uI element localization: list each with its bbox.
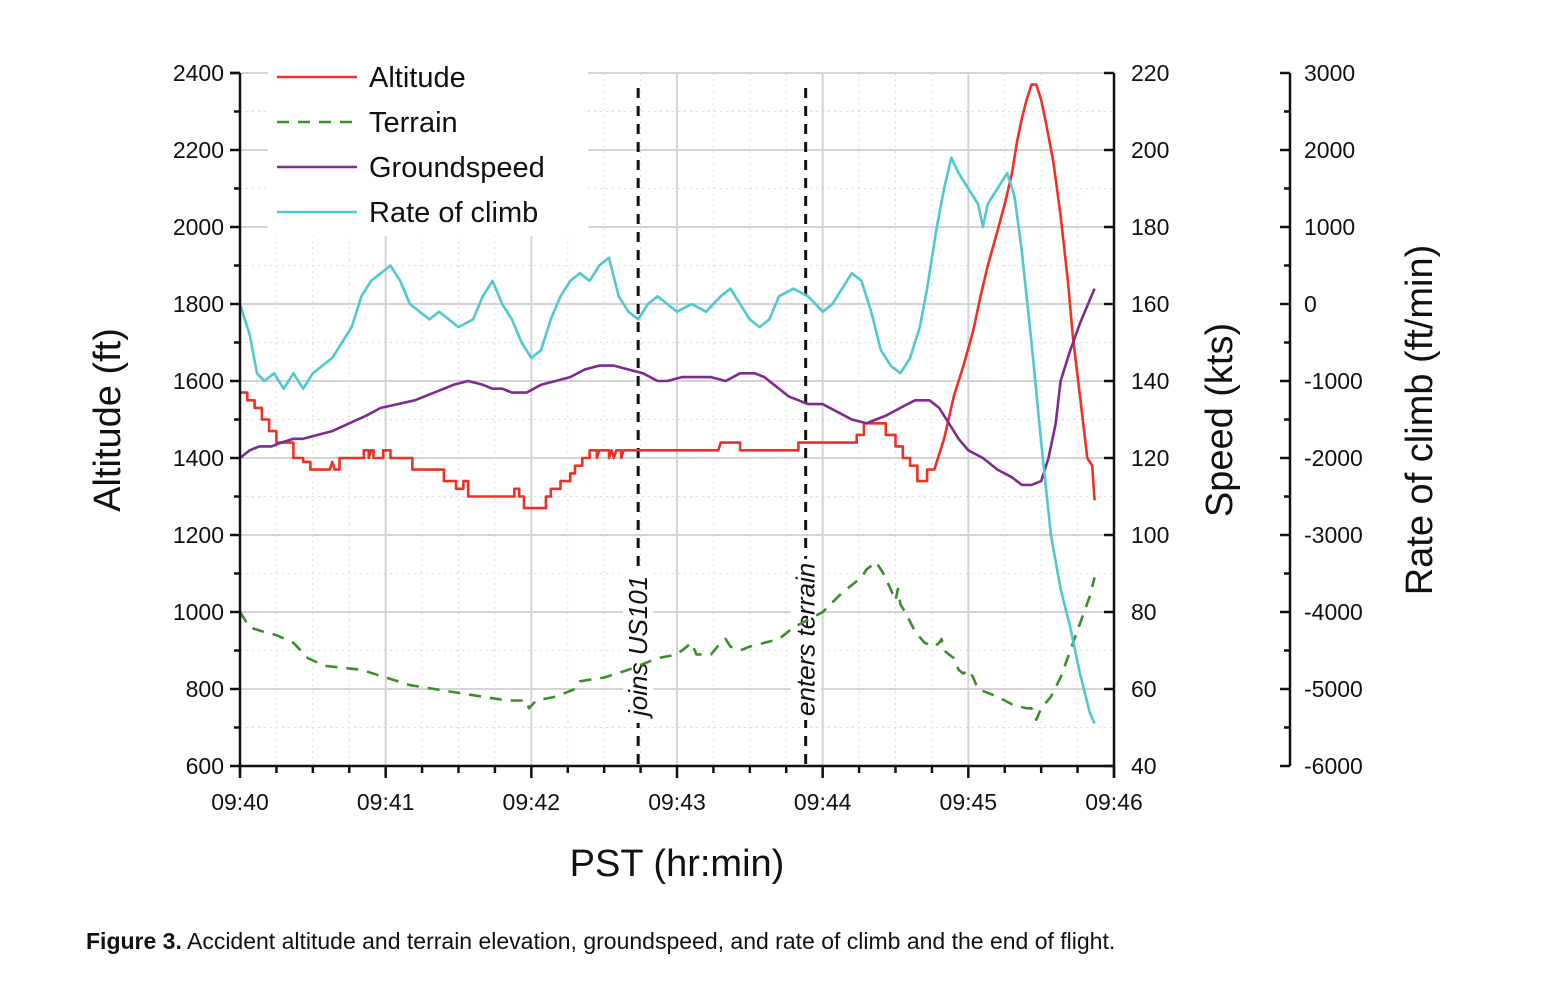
series-layer [238, 83, 1096, 725]
x-tick-label: 09:40 [211, 789, 269, 815]
axes: 6008001000120014001600180020002200240009… [173, 60, 1363, 815]
y-tick-label-left: 1200 [173, 522, 224, 548]
y-tick-label-speed: 60 [1131, 676, 1157, 702]
y-tick-label-left: 800 [186, 676, 224, 702]
annotation-label: enters terrain [791, 563, 821, 716]
figure-caption: Figure 3. Accident altitude and terrain … [86, 928, 1115, 955]
y-tick-label-left: 1000 [173, 599, 224, 625]
x-tick-label: 09:42 [503, 789, 561, 815]
legend-background [268, 56, 588, 236]
y-tick-label-roc: 0 [1304, 291, 1317, 317]
y-tick-label-speed: 140 [1131, 368, 1169, 394]
legend: Altitude Terrain Groundspeed Rate of climb [268, 56, 588, 236]
y-tick-label-roc: -2000 [1304, 445, 1363, 471]
y-tick-label-roc: -3000 [1304, 522, 1363, 548]
x-tick-label: 09:43 [648, 789, 706, 815]
annotation-label-bg [790, 558, 821, 720]
series-line-altitude [240, 83, 1096, 510]
y-axis-title-rate-of-climb: Rate of climb (ft/min) [1399, 245, 1441, 596]
annotation-lines: joins US101 enters terrain [623, 88, 821, 766]
y-tick-label-left: 2000 [173, 214, 224, 240]
y-tick-label-roc: -5000 [1304, 676, 1363, 702]
y-tick-label-speed: 120 [1131, 445, 1169, 471]
y-tick-label-left: 1800 [173, 291, 224, 317]
y-tick-label-left: 1600 [173, 368, 224, 394]
y-tick-label-roc: -4000 [1304, 599, 1363, 625]
annotation-label-bg [623, 571, 654, 723]
y-tick-label-left: 2400 [173, 60, 224, 86]
y-tick-label-speed: 40 [1131, 753, 1157, 779]
legend-label: Terrain [369, 107, 458, 139]
series-line-rate-of-climb [238, 156, 1096, 725]
annotation-label: joins US101 [623, 576, 653, 719]
x-tick-label: 09:41 [357, 789, 415, 815]
series-line-groundspeed [239, 288, 1096, 487]
y-tick-label-speed: 100 [1131, 522, 1169, 548]
y-axis-title-altitude: Altitude (ft) [87, 328, 129, 512]
chart: joins US101 enters terrain 60080010001200… [87, 56, 1441, 885]
y-tick-label-left: 1400 [173, 445, 224, 471]
x-tick-label: 09:45 [940, 789, 998, 815]
x-tick-label: 09:44 [794, 789, 852, 815]
caption-text: Accident altitude and terrain elevation,… [181, 928, 1116, 954]
y-tick-label-roc: 3000 [1304, 60, 1355, 86]
y-tick-label-roc: 2000 [1304, 137, 1355, 163]
y-tick-label-left: 2200 [173, 137, 224, 163]
y-tick-label-speed: 200 [1131, 137, 1169, 163]
y-axis-title-speed: Speed (kts) [1199, 323, 1241, 517]
series-line-terrain [238, 560, 1096, 722]
caption-label: Figure 3. [86, 928, 182, 954]
y-tick-label-left: 600 [186, 753, 224, 779]
y-tick-label-roc: -6000 [1304, 753, 1363, 779]
x-tick-label: 09:46 [1085, 789, 1143, 815]
y-tick-label-speed: 160 [1131, 291, 1169, 317]
y-tick-label-roc: -1000 [1304, 368, 1363, 394]
y-tick-label-roc: 1000 [1304, 214, 1355, 240]
x-axis-title: PST (hr:min) [570, 843, 785, 885]
y-tick-label-speed: 80 [1131, 599, 1157, 625]
legend-label: Altitude [369, 62, 466, 94]
legend-label: Rate of climb [369, 197, 538, 229]
y-tick-label-speed: 180 [1131, 214, 1169, 240]
y-tick-label-speed: 220 [1131, 60, 1169, 86]
legend-label: Groundspeed [369, 152, 545, 184]
